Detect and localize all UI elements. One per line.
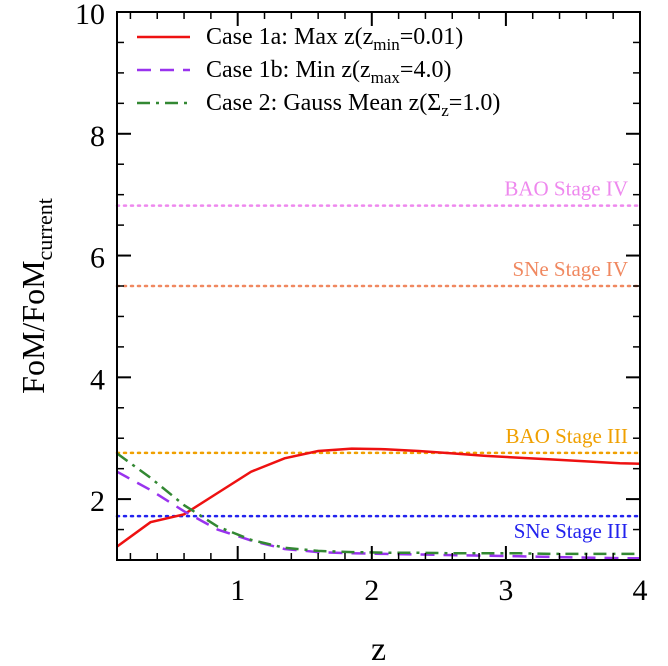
y-tick-label: 8 xyxy=(90,120,105,153)
y-tick-label: 2 xyxy=(90,485,105,518)
y-axis-label-sub: current xyxy=(32,198,57,260)
y-axis-label: FoM/FoMcurrent xyxy=(15,198,57,394)
legend-entry-subscript: max xyxy=(371,68,401,87)
reference-line-label: SNe Stage IV xyxy=(513,257,628,281)
legend-entry-text: Case 1a: Max z(z xyxy=(206,24,373,50)
legend-entry-subscript: z xyxy=(441,101,449,120)
legend-entry-tail: =4.0) xyxy=(400,57,452,83)
axis-ticks: 1 2 3 4 2 4 6 8 10 xyxy=(75,0,648,607)
x-tick-label: 4 xyxy=(633,574,648,607)
y-tick-label: 6 xyxy=(90,242,105,275)
legend-entry-case1b: Case 1b: Min z(zmax=4.0) xyxy=(206,57,451,87)
y-tick-label: 4 xyxy=(90,363,105,396)
legend-entry-text: Case 1b: Min z(z xyxy=(206,57,371,83)
legend: Case 1a: Max z(zmin=0.01)Case 1b: Min z(… xyxy=(137,24,500,120)
series-line-case1a xyxy=(116,447,641,548)
legend-entry-text: Case 2: Gauss Mean z(Σ xyxy=(206,90,441,116)
x-axis-label: z xyxy=(371,631,386,666)
legend-entry-case1a: Case 1a: Max z(zmin=0.01) xyxy=(206,24,463,54)
legend-entry-tail: =1.0) xyxy=(449,90,501,116)
reference-line-label: BAO Stage III xyxy=(506,424,628,448)
x-tick-label: 3 xyxy=(498,574,513,607)
reference-lines: BAO Stage IV SNe Stage IV BAO Stage III SNe… xyxy=(115,177,642,543)
reference-line-label: SNe Stage III xyxy=(514,519,628,543)
legend-entry-subscript: min xyxy=(373,35,400,54)
x-tick-label: 1 xyxy=(230,574,245,607)
x-tick-label: 2 xyxy=(364,574,379,607)
reference-line-label: BAO Stage IV xyxy=(504,177,628,201)
legend-entry-tail: =0.01) xyxy=(400,24,464,50)
series-lines xyxy=(116,447,641,560)
y-tick-label: 10 xyxy=(75,0,105,31)
series-line-case1b xyxy=(116,470,640,560)
y-axis-label-main: FoM/FoM xyxy=(15,260,51,393)
legend-entry-case2: Case 2: Gauss Mean z(Σz=1.0) xyxy=(206,90,500,120)
